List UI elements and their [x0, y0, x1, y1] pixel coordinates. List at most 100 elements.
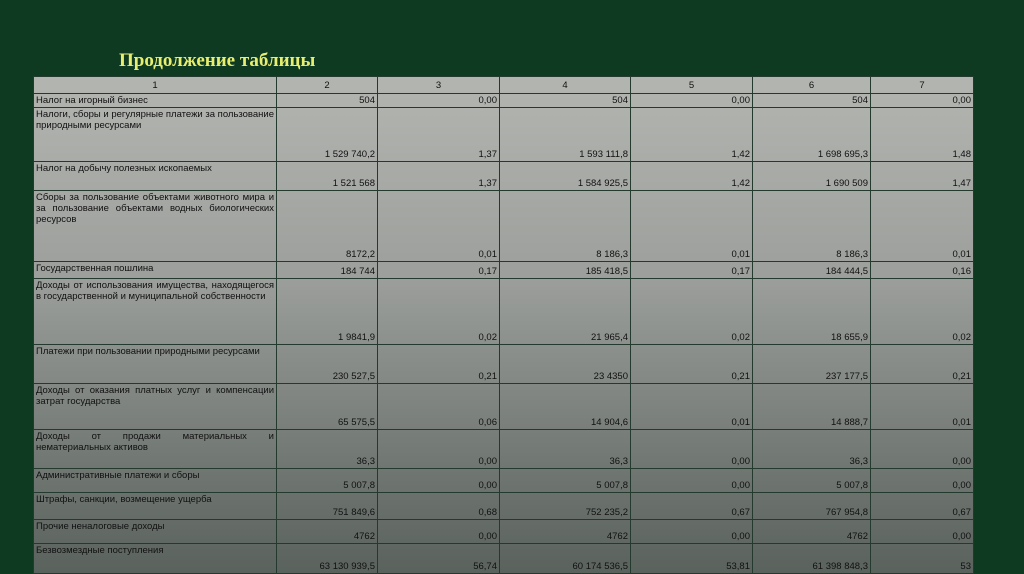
value-cell: 0,21: [870, 344, 974, 384]
value-cell: 0,01: [377, 190, 500, 262]
value-cell: 237 177,5: [752, 344, 871, 384]
value-cell: 1 593 111,8: [499, 107, 631, 162]
value-cell: 0,00: [630, 468, 753, 493]
value-cell: 36,3: [752, 429, 871, 469]
value-cell: 1,42: [630, 107, 753, 162]
value-cell: 767 954,8: [752, 492, 871, 520]
value-cell: 18 655,9: [752, 278, 871, 345]
value-cell: 0,01: [630, 190, 753, 262]
value-cell: 1 529 740,2: [276, 107, 378, 162]
value-cell: 53: [870, 543, 974, 574]
value-cell: 60 174 536,5: [499, 543, 631, 574]
value-cell: 0,00: [377, 468, 500, 493]
value-cell: 0,01: [630, 383, 753, 430]
value-cell: 0,00: [870, 519, 974, 544]
table-row: Доходы от продажи материальных и нематер…: [33, 429, 974, 469]
table-row: Налоги, сборы и регулярные платежи за по…: [33, 107, 974, 162]
value-cell: 5 007,8: [752, 468, 871, 493]
row-label: Доходы от использования имущества, наход…: [33, 278, 277, 345]
value-cell: 1 690 509: [752, 161, 871, 191]
value-cell: 504: [499, 93, 631, 108]
table-row: Платежи при пользовании природными ресур…: [33, 344, 974, 384]
value-cell: 0,01: [870, 383, 974, 430]
value-cell: 0,00: [377, 519, 500, 544]
value-cell: 0,67: [630, 492, 753, 520]
value-cell: 5 007,8: [276, 468, 378, 493]
table-row: Безвозмездные поступления 63 130 939,5 56,…: [33, 543, 974, 574]
value-cell: 53,81: [630, 543, 753, 574]
value-cell: 0,00: [870, 429, 974, 469]
row-label: Налоги, сборы и регулярные платежи за по…: [33, 107, 277, 162]
value-cell: 0,06: [377, 383, 500, 430]
row-label: Государственная пошлина: [33, 261, 277, 279]
table-row: Налог на игорный бизнес 504 0,00 504 0,00 504…: [33, 93, 974, 108]
row-label: Сборы за пользование объектами животного…: [33, 190, 277, 262]
page-title: Продолжение таблицы: [119, 50, 316, 71]
value-cell: 5 007,8: [499, 468, 631, 493]
row-label: Налог на игорный бизнес: [33, 93, 277, 108]
value-cell: 752 235,2: [499, 492, 631, 520]
column-header: 1: [33, 76, 277, 94]
value-cell: 0,21: [377, 344, 500, 384]
value-cell: 23 4350: [499, 344, 631, 384]
value-cell: 0,00: [377, 93, 500, 108]
value-cell: 1 584 925,5: [499, 161, 631, 191]
value-cell: 63 130 939,5: [276, 543, 378, 574]
value-cell: 1,47: [870, 161, 974, 191]
value-cell: 4762: [752, 519, 871, 544]
row-label: Административные платежи и сборы: [33, 468, 277, 493]
value-cell: 0,00: [630, 93, 753, 108]
value-cell: 0,68: [377, 492, 500, 520]
value-cell: 36,3: [276, 429, 378, 469]
value-cell: 0,00: [377, 429, 500, 469]
budget-table: 1 2 3 4 5 6 7 Налог на игорный бизнес 504…: [33, 76, 974, 574]
value-cell: 230 527,5: [276, 344, 378, 384]
table-row: Доходы от оказания платных услуг и компе…: [33, 383, 974, 430]
value-cell: 0,00: [870, 468, 974, 493]
value-cell: 1,37: [377, 161, 500, 191]
value-cell: 56,74: [377, 543, 500, 574]
value-cell: 0,16: [870, 261, 974, 279]
column-header: 4: [499, 76, 631, 94]
value-cell: 504: [276, 93, 378, 108]
row-label: Штрафы, санкции, возмещение ущерба: [33, 492, 277, 520]
value-cell: 1 521 568: [276, 161, 378, 191]
value-cell: 751 849,6: [276, 492, 378, 520]
table-row: Государственная пошлина 184 744 0,17 185 41…: [33, 261, 974, 279]
value-cell: 65 575,5: [276, 383, 378, 430]
table-row: Налог на добычу полезных ископаемых 1 521…: [33, 161, 974, 191]
value-cell: 8172,2: [276, 190, 378, 262]
row-label: Прочие неналоговые доходы: [33, 519, 277, 544]
row-label: Доходы от продажи материальных и нематер…: [33, 429, 277, 469]
value-cell: 0,00: [630, 429, 753, 469]
value-cell: 0,67: [870, 492, 974, 520]
row-label: Платежи при пользовании природными ресур…: [33, 344, 277, 384]
value-cell: 0,21: [630, 344, 753, 384]
value-cell: 1 9841,9: [276, 278, 378, 345]
column-header: 5: [630, 76, 753, 94]
row-label: Доходы от оказания платных услуг и компе…: [33, 383, 277, 430]
value-cell: 14 888,7: [752, 383, 871, 430]
table-row: Штрафы, санкции, возмещение ущерба 751 84…: [33, 492, 974, 520]
value-cell: 0,00: [870, 93, 974, 108]
value-cell: 1 698 695,3: [752, 107, 871, 162]
value-cell: 14 904,6: [499, 383, 631, 430]
table-row: Административные платежи и сборы 5 007,8 0…: [33, 468, 974, 493]
value-cell: 4762: [499, 519, 631, 544]
column-header: 6: [752, 76, 871, 94]
value-cell: 4762: [276, 519, 378, 544]
value-cell: 184 744: [276, 261, 378, 279]
value-cell: 8 186,3: [752, 190, 871, 262]
row-label: Безвозмездные поступления: [33, 543, 277, 574]
header-row: 1 2 3 4 5 6 7: [33, 76, 974, 94]
table-row: Прочие неналоговые доходы 4762 0,00 4762 0,0…: [33, 519, 974, 544]
value-cell: 36,3: [499, 429, 631, 469]
value-cell: 61 398 848,3: [752, 543, 871, 574]
value-cell: 504: [752, 93, 871, 108]
value-cell: 0,02: [630, 278, 753, 345]
value-cell: 0,02: [377, 278, 500, 345]
column-header: 2: [276, 76, 378, 94]
table-row: Сборы за пользование объектами животного…: [33, 190, 974, 262]
value-cell: 185 418,5: [499, 261, 631, 279]
value-cell: 8 186,3: [499, 190, 631, 262]
